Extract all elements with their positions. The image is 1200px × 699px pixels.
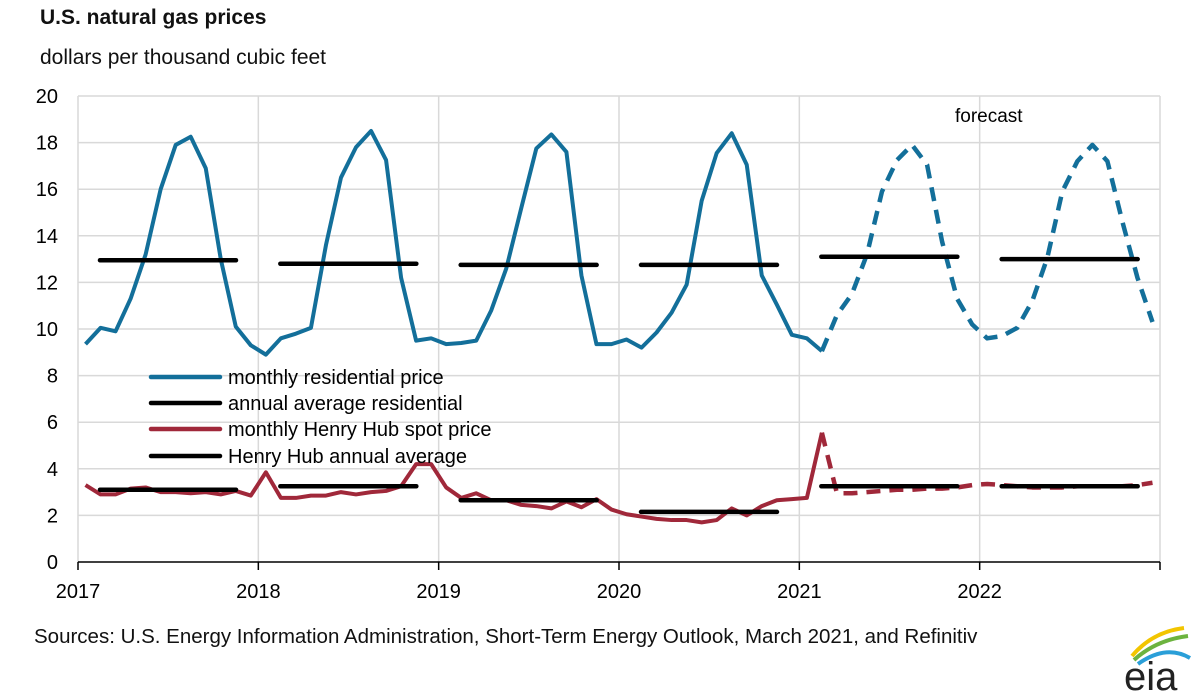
- x-tick-label: 2020: [597, 581, 642, 603]
- y-tick-label: 18: [36, 133, 58, 155]
- axes: 0 2 4 6 8 10 12 14 16 18 20 2017 2018 2019 2020 2021 202…: [36, 86, 1161, 603]
- x-tick-label: 2018: [236, 581, 281, 603]
- x-tick-label: 2019: [416, 581, 461, 603]
- svg-text:eia: eia: [1124, 655, 1178, 694]
- series-line-actual: [84, 432, 824, 525]
- legend: monthly residential price annual average …: [148, 367, 491, 468]
- sources-note: Sources: U.S. Energy Information Adminis…: [34, 625, 978, 648]
- y-tick-label: 0: [47, 552, 58, 574]
- y-tick-label: 8: [47, 366, 58, 388]
- legend-label: annual average residential: [228, 393, 463, 415]
- series-line-actual: [84, 128, 824, 357]
- x-tick-label: 2017: [56, 581, 101, 603]
- y-tick-label: 20: [36, 86, 58, 108]
- y-tick-label: 2: [47, 505, 58, 527]
- legend-label: monthly residential price: [228, 367, 444, 389]
- series-group: [84, 128, 1155, 525]
- eia-logo: eia: [1124, 626, 1192, 694]
- gridlines: [77, 95, 1161, 562]
- y-tick-label: 10: [36, 319, 58, 341]
- y-tick-label: 16: [36, 179, 58, 201]
- chart-title: U.S. natural gas prices: [40, 6, 267, 29]
- y-tick-label: 4: [47, 459, 58, 481]
- y-tick-label: 6: [47, 412, 58, 434]
- legend-label: Henry Hub annual average: [228, 446, 467, 468]
- legend-label: monthly Henry Hub spot price: [228, 419, 491, 441]
- chart-subtitle: dollars per thousand cubic feet: [40, 46, 327, 69]
- y-tick-label: 14: [36, 226, 58, 248]
- series-line-forecast: [819, 142, 1155, 352]
- y-tick-label: 12: [36, 272, 58, 294]
- forecast-annotation: forecast: [955, 106, 1023, 127]
- x-tick-label: 2021: [777, 581, 822, 603]
- x-tick-label: 2022: [957, 581, 1002, 603]
